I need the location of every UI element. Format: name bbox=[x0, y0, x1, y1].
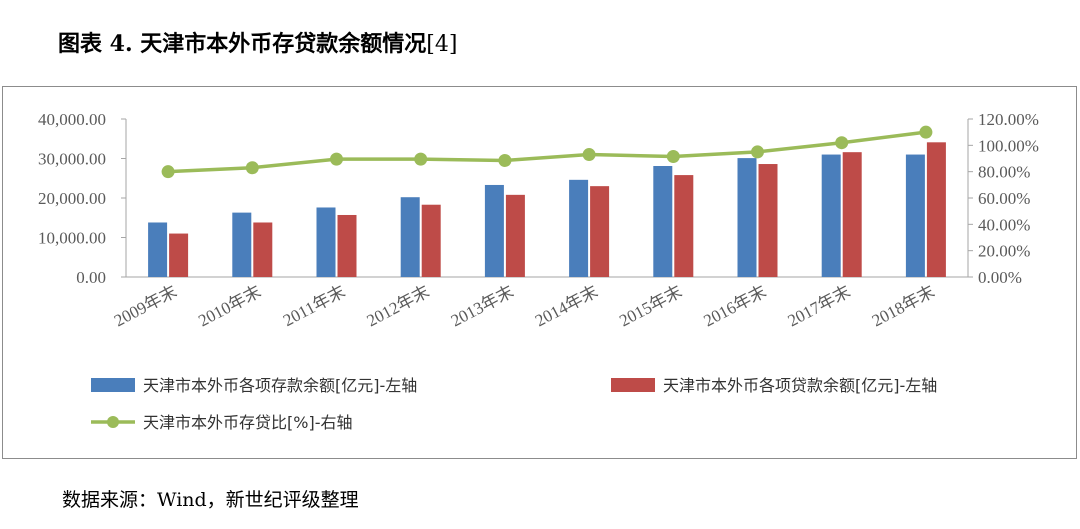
right-tick-label: 120.00% bbox=[978, 110, 1039, 129]
deposit-bar bbox=[232, 212, 252, 277]
loan-bar bbox=[758, 164, 778, 277]
right-tick-label: 80.00% bbox=[978, 163, 1030, 182]
loan-bar bbox=[590, 186, 610, 277]
loan-bar bbox=[169, 233, 189, 277]
legend-ratio-marker bbox=[107, 416, 119, 428]
deposit-bar bbox=[484, 184, 504, 277]
ratio-point bbox=[245, 161, 259, 175]
loan-bar bbox=[842, 152, 862, 277]
x-tick-label: 2009年末 bbox=[111, 282, 180, 331]
loan-bar bbox=[253, 222, 273, 277]
loan-bar bbox=[505, 194, 525, 277]
left-tick-label: 40,000.00 bbox=[38, 110, 106, 129]
legend-deposit-swatch bbox=[91, 378, 135, 392]
deposit-bar bbox=[400, 197, 420, 277]
chart-title-ref: [4] bbox=[426, 32, 458, 57]
left-tick-label: 0.00 bbox=[76, 268, 106, 287]
ratio-point bbox=[919, 125, 933, 139]
deposit-bar bbox=[737, 158, 757, 277]
chart-title-text: 图表 4. 天津市本外币存贷款余额情况 bbox=[58, 31, 427, 57]
ratio-point bbox=[835, 136, 849, 150]
chart-frame: 0.00 10,000.00 20,000.00 30,000.00 40,000.00… bbox=[2, 86, 1077, 459]
right-tick-label: 20.00% bbox=[978, 242, 1030, 261]
right-tick-label: 60.00% bbox=[978, 189, 1030, 208]
x-tick-label: 2010年末 bbox=[195, 282, 264, 331]
legend-ratio-label: 天津市本外币存贷比[%]-右轴 bbox=[143, 413, 352, 432]
right-tick-label: 40.00% bbox=[978, 215, 1030, 234]
x-tick-label: 2012年末 bbox=[364, 282, 433, 331]
x-tick-label: 2018年末 bbox=[869, 282, 938, 331]
x-tick-label: 2014年末 bbox=[532, 282, 601, 331]
ratio-point bbox=[414, 152, 428, 166]
ratio-point bbox=[582, 148, 596, 162]
deposit-bar bbox=[316, 207, 336, 277]
left-tick-label: 30,000.00 bbox=[38, 150, 106, 169]
loan-bar bbox=[926, 142, 946, 277]
right-tick-label: 100.00% bbox=[978, 136, 1039, 155]
x-tick-label: 2016年末 bbox=[700, 282, 769, 331]
right-tick-label: 0.00% bbox=[978, 268, 1022, 287]
ratio-point bbox=[666, 150, 680, 164]
x-tick-label: 2017年末 bbox=[785, 282, 854, 331]
left-tick-label: 10,000.00 bbox=[38, 229, 106, 248]
ratio-line bbox=[168, 130, 927, 174]
chart-title: 图表 4. 天津市本外币存贷款余额情况[4] bbox=[58, 26, 457, 58]
x-tick-label: 2015年末 bbox=[616, 282, 685, 331]
ratio-point bbox=[498, 153, 512, 167]
legend-deposit-label: 天津市本外币各项存款余额[亿元]-左轴 bbox=[143, 376, 417, 395]
deposit-bar bbox=[148, 222, 168, 277]
legend-loan-swatch bbox=[611, 378, 655, 392]
deposit-bar bbox=[569, 179, 589, 277]
left-tick-label: 20,000.00 bbox=[38, 189, 106, 208]
loan-bar bbox=[421, 204, 441, 277]
legend-loan-label: 天津市本外币各项贷款余额[亿元]-左轴 bbox=[663, 376, 937, 395]
ratio-point bbox=[161, 165, 175, 179]
deposit-bar bbox=[653, 166, 673, 277]
deposit-bar bbox=[905, 154, 925, 277]
loan-bar bbox=[674, 175, 694, 277]
deposit-bar bbox=[821, 154, 841, 277]
x-tick-label: 2013年末 bbox=[448, 282, 517, 331]
ratio-point bbox=[330, 152, 343, 166]
source-note: 数据来源：Wind，新世纪评级整理 bbox=[62, 489, 359, 511]
ratio-point bbox=[751, 145, 764, 159]
loan-bar bbox=[337, 214, 357, 277]
x-tick-label: 2011年末 bbox=[280, 282, 348, 330]
chart-svg: 0.00 10,000.00 20,000.00 30,000.00 40,000.00… bbox=[38, 110, 1039, 432]
